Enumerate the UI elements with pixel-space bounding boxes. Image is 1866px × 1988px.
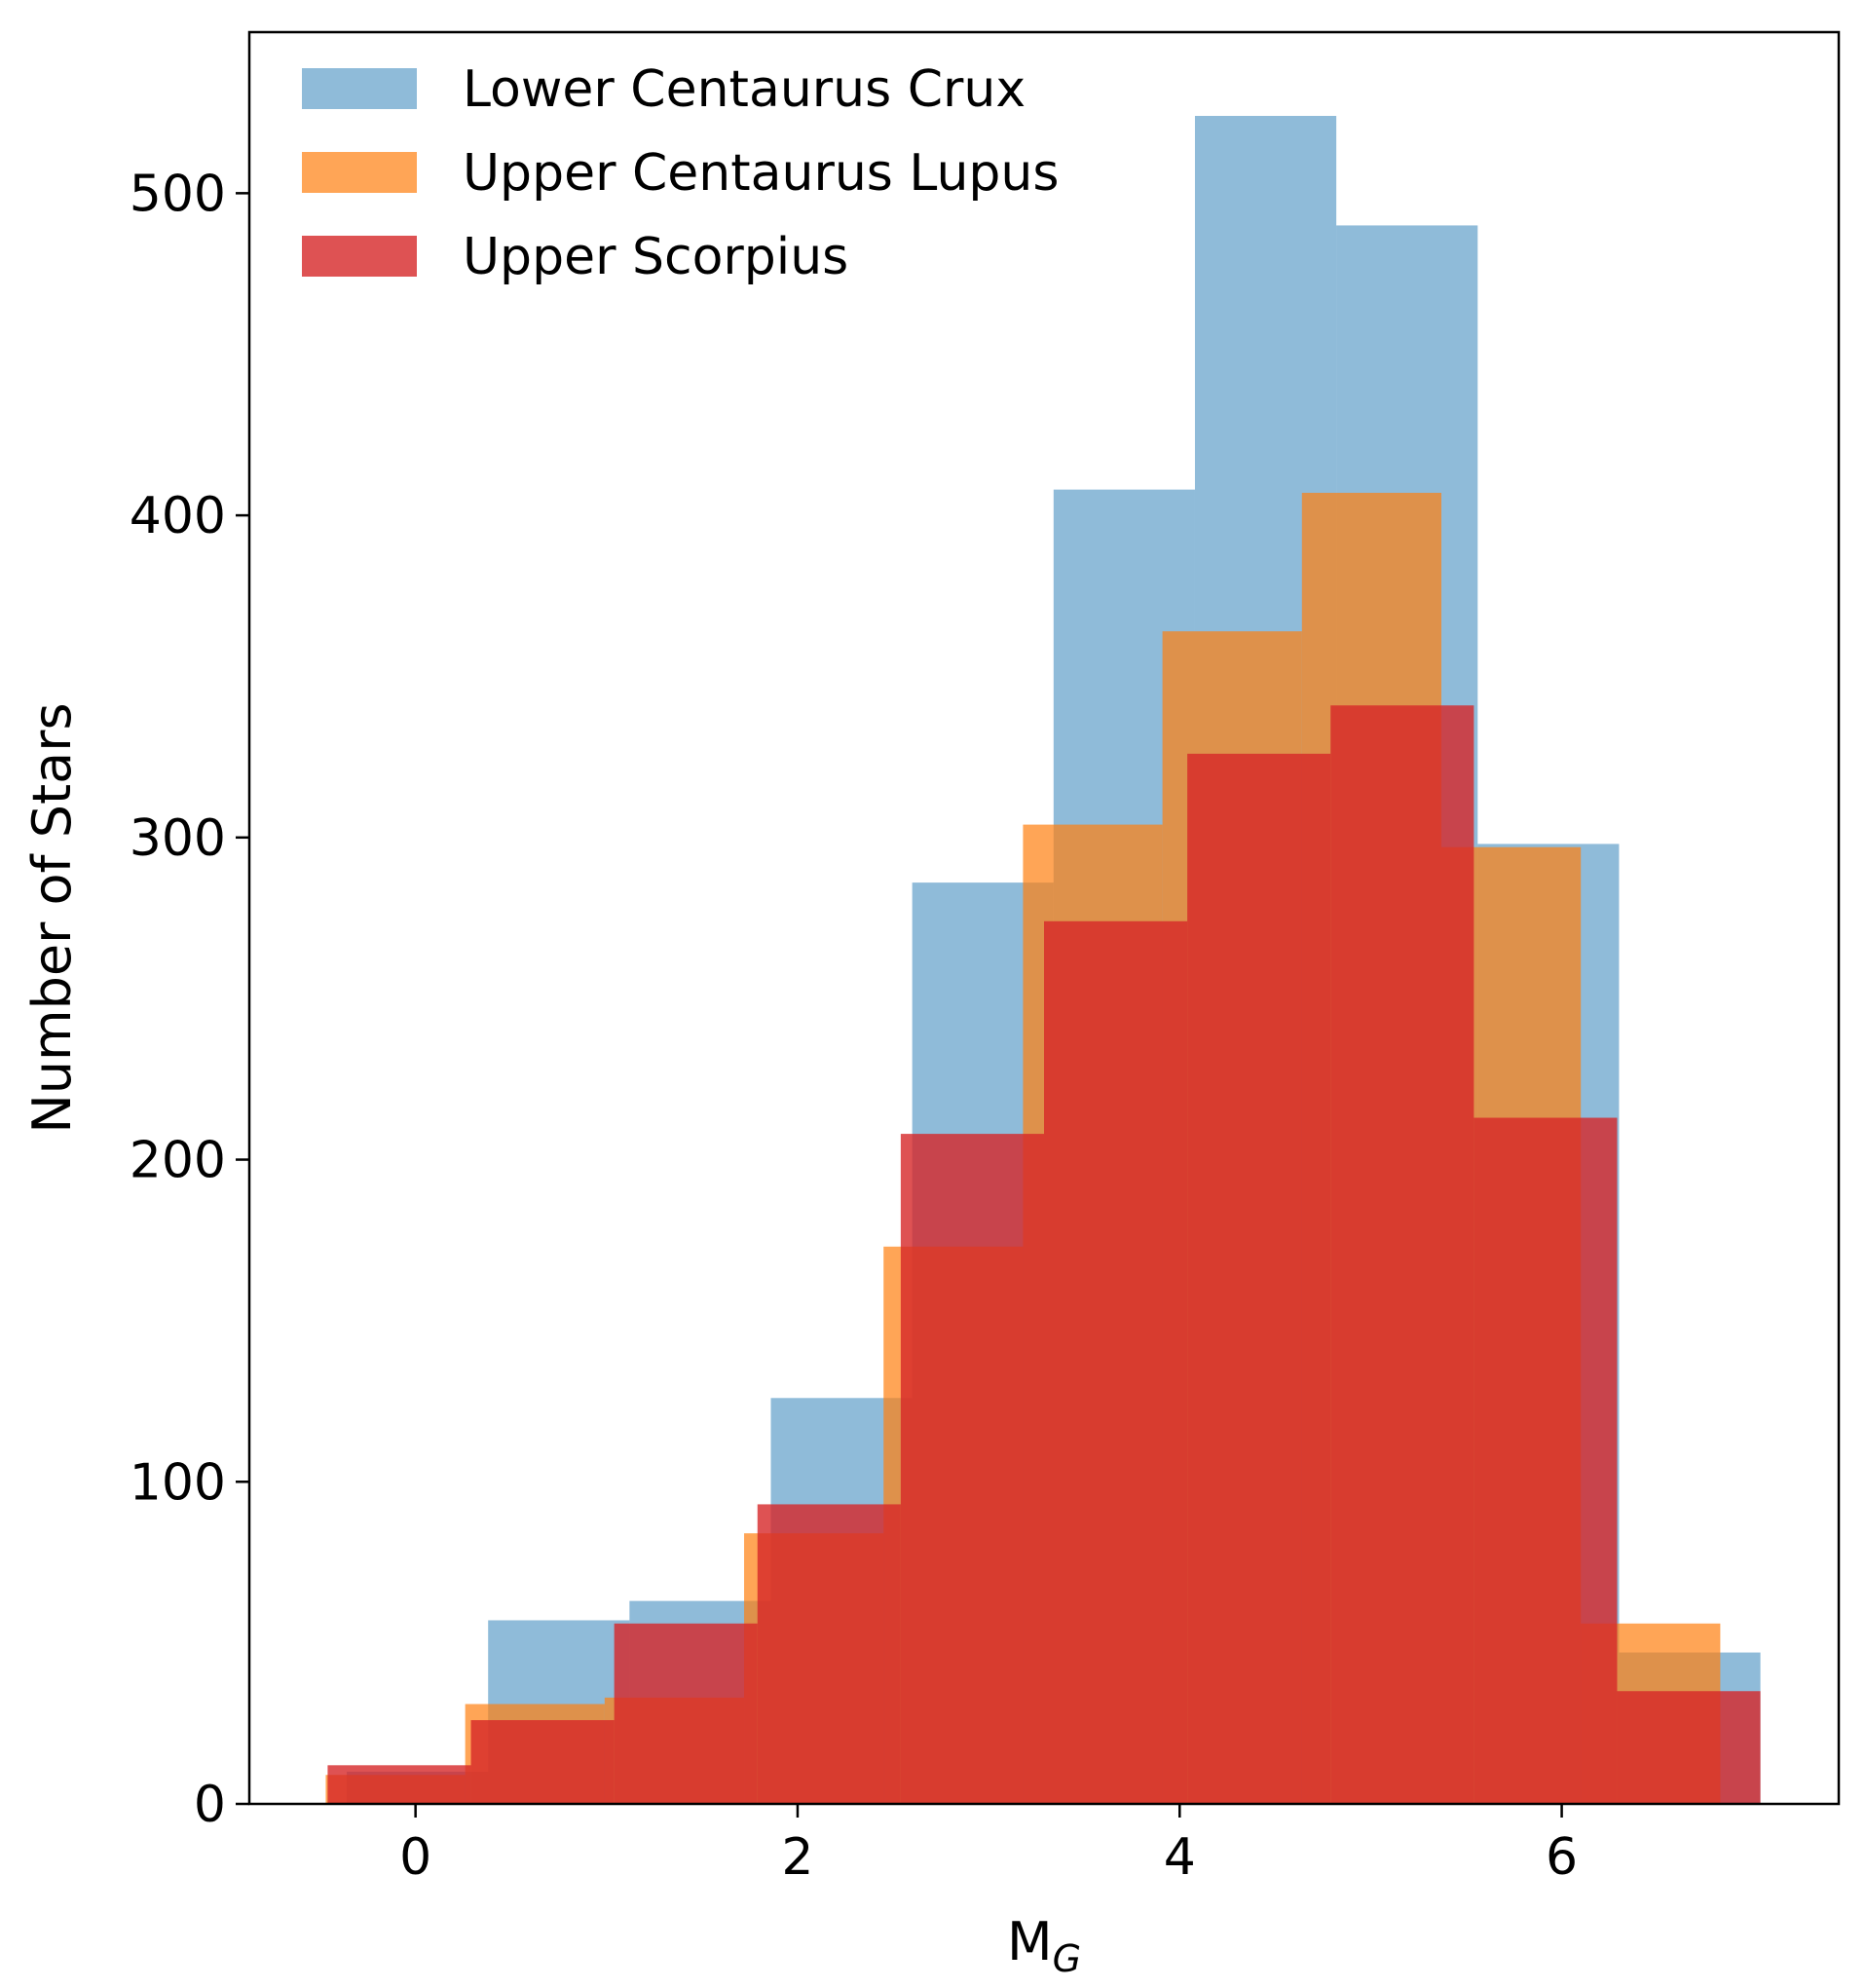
- legend: Lower Centaurus Crux Upper Centaurus Lupu…: [302, 60, 1059, 286]
- y-axis-label: Number of Stars: [21, 702, 83, 1133]
- y-tick-label-100: 100: [130, 1453, 226, 1512]
- bar-series-3-bin-4: [757, 1504, 901, 1804]
- legend-swatch-1: [302, 68, 417, 109]
- x-tick-label-6: 6: [1546, 1828, 1578, 1887]
- x-axis-label-subscript: G: [1053, 1937, 1081, 1980]
- legend-label-2: Upper Centaurus Lupus: [463, 144, 1059, 203]
- y-tick-label-400: 400: [130, 487, 226, 545]
- bar-series-3-bin-7: [1187, 753, 1331, 1804]
- y-axis-ticks: 0 100 200 300 400 500: [130, 165, 249, 1834]
- y-tick-label-200: 200: [130, 1132, 226, 1190]
- legend-label-1: Lower Centaurus Crux: [463, 60, 1026, 119]
- series-3-bars: [327, 705, 1761, 1804]
- y-tick-label-0: 0: [194, 1776, 226, 1834]
- x-tick-label-4: 4: [1164, 1828, 1196, 1887]
- bar-series-3-bin-10: [1617, 1691, 1761, 1804]
- bar-series-3-bin-5: [900, 1134, 1044, 1804]
- x-axis-label-main: M: [1007, 1911, 1053, 1972]
- x-axis-label: MG: [1007, 1911, 1081, 1980]
- y-tick-label-500: 500: [130, 165, 226, 223]
- bar-series-3-bin-2: [470, 1720, 615, 1804]
- bar-series-3-bin-8: [1330, 705, 1474, 1804]
- legend-swatch-2: [302, 152, 417, 193]
- histogram-bars: [325, 115, 1761, 1805]
- x-axis-ticks: 0 2 4 6: [399, 1804, 1578, 1887]
- x-tick-label-0: 0: [399, 1828, 431, 1887]
- plot-frame: [247, 30, 1841, 1806]
- y-tick-label-300: 300: [130, 809, 226, 868]
- legend-swatch-3: [302, 236, 417, 277]
- bar-series-3-bin-9: [1474, 1117, 1618, 1804]
- x-tick-label-2: 2: [781, 1828, 813, 1887]
- legend-label-3: Upper Scorpius: [463, 228, 848, 286]
- bar-series-3-bin-6: [1044, 920, 1188, 1804]
- bar-series-3-bin-1: [327, 1765, 471, 1804]
- bar-series-3-bin-3: [614, 1623, 758, 1804]
